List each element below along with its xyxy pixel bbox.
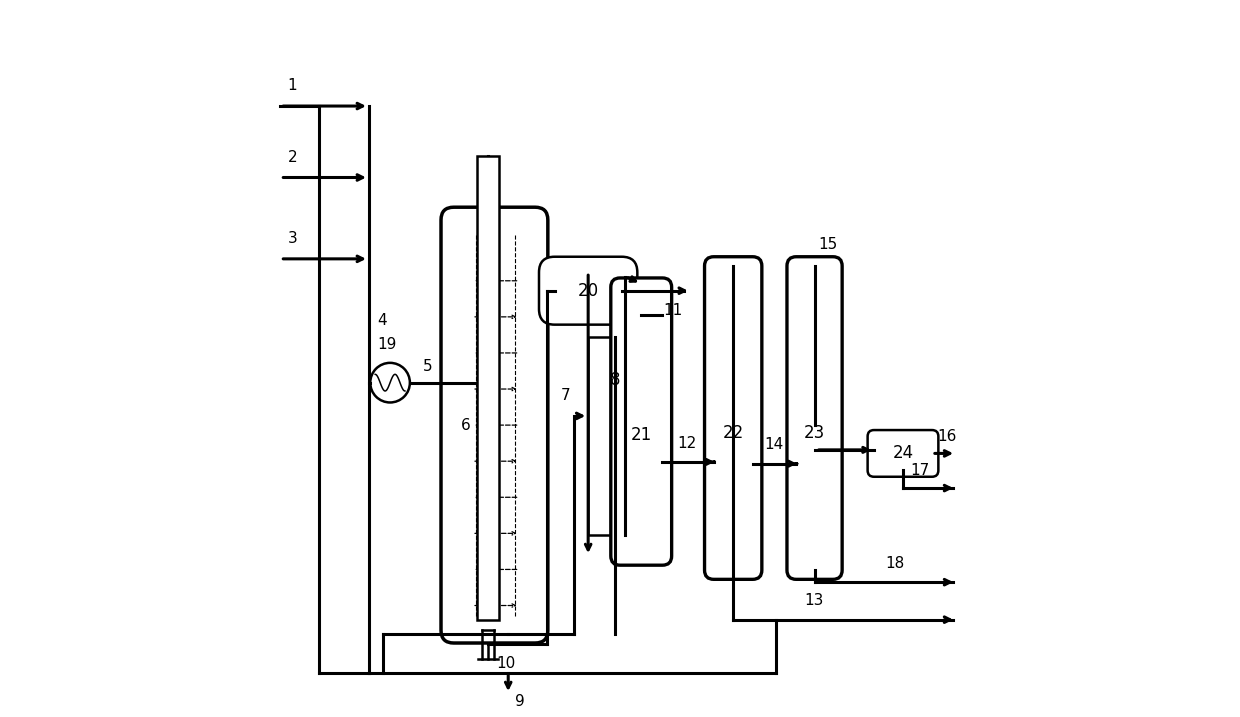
Text: 7: 7: [560, 388, 570, 403]
Text: 6: 6: [461, 417, 470, 432]
Text: 14: 14: [764, 437, 784, 452]
Text: 8: 8: [609, 371, 620, 389]
FancyBboxPatch shape: [704, 257, 761, 579]
FancyBboxPatch shape: [868, 430, 939, 477]
Text: 20: 20: [578, 282, 599, 300]
Bar: [588, 337, 641, 535]
Text: 12: 12: [677, 436, 697, 450]
Text: 10: 10: [496, 656, 516, 670]
Text: 22: 22: [723, 424, 744, 442]
Text: 23: 23: [804, 424, 825, 442]
Text: 15: 15: [818, 237, 837, 252]
FancyBboxPatch shape: [539, 257, 637, 325]
Text: 16: 16: [937, 429, 957, 444]
Text: 5: 5: [423, 359, 433, 374]
Text: 1: 1: [288, 78, 298, 93]
Bar: [477, 156, 498, 619]
FancyBboxPatch shape: [611, 278, 672, 565]
FancyBboxPatch shape: [441, 207, 548, 643]
Text: 18: 18: [885, 556, 904, 571]
Text: 4: 4: [377, 313, 387, 328]
Text: 3: 3: [288, 231, 298, 246]
Text: 24: 24: [893, 445, 914, 462]
Text: 19: 19: [377, 336, 397, 351]
Text: 9: 9: [516, 694, 525, 709]
FancyBboxPatch shape: [787, 257, 842, 579]
Text: 17: 17: [910, 463, 929, 478]
Text: 21: 21: [631, 426, 652, 444]
Text: 11: 11: [663, 303, 683, 318]
Text: 2: 2: [288, 150, 298, 165]
Text: 13: 13: [804, 594, 823, 608]
